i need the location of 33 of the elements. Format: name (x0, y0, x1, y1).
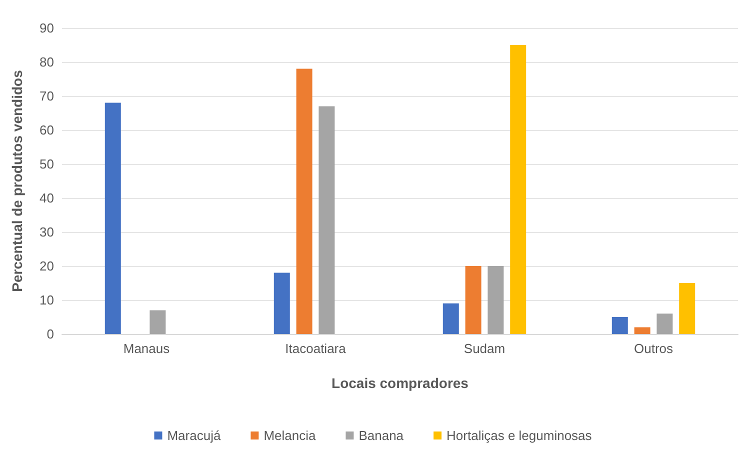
bar (465, 266, 482, 334)
bar (679, 283, 696, 334)
x-tick-label: Outros (634, 341, 674, 356)
bar (442, 303, 459, 334)
legend-label: Melancia (264, 428, 316, 443)
bar (656, 314, 673, 334)
bar (634, 327, 650, 334)
x-tick-label: Manaus (123, 341, 170, 356)
x-axis-title: Locais compradores (332, 375, 469, 391)
y-tick-label: 50 (40, 156, 54, 172)
bar (274, 272, 290, 334)
bar (612, 317, 628, 334)
x-tick-label: Itacoatiara (285, 341, 347, 356)
y-tick-label: 10 (40, 292, 54, 308)
y-tick-label: 0 (46, 326, 54, 342)
y-tick-label: 80 (40, 54, 54, 70)
y-tick-label: 20 (40, 258, 54, 274)
bar (510, 45, 526, 334)
legend-label: Banana (358, 428, 404, 443)
y-tick-label: 70 (40, 88, 54, 104)
bar (318, 106, 335, 334)
bar (150, 310, 166, 334)
x-tick-label: Sudam (464, 341, 506, 356)
y-tick-label: 40 (40, 190, 54, 206)
bar (296, 68, 312, 334)
y-axis-title: Percentual de produtos vendidos (9, 70, 25, 292)
bar (488, 266, 504, 334)
y-tick-label: 60 (40, 122, 54, 138)
bar (104, 102, 121, 334)
y-tick-label: 90 (40, 20, 54, 36)
y-tick-label: 30 (40, 224, 54, 240)
legend-label: Maracujá (167, 428, 222, 443)
legend-label: Hortaliças e leguminosas (446, 428, 592, 443)
